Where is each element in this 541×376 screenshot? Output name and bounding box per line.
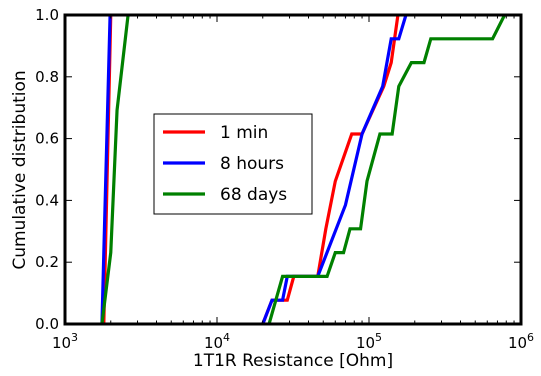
legend-label-1: 8 hours [220,154,284,174]
plot-area [100,15,507,324]
series-line-2 [100,15,507,324]
legend: 1 min 8 hours 68 days [153,113,313,215]
y-tick-label: 1.0 [35,6,59,24]
y-axis-label: Cumulative distribution [10,70,30,269]
y-tick-label: 0.6 [35,130,59,148]
x-tick-label: 104 [204,331,230,352]
legend-label-0: 1 min [220,123,268,143]
x-tick-label: 106 [508,331,534,352]
x-tick-label: 105 [356,331,382,352]
series-line-1 [100,15,408,324]
x-axis-label: 1T1R Resistance [Ohm] [193,351,393,371]
legend-label-2: 68 days [220,185,287,205]
plot-frame [63,13,523,326]
tick-group: 103 104 105 106 0.0 0.2 0.4 0.6 0.8 1.0 [35,6,534,352]
y-tick-label: 0.0 [35,315,59,333]
y-tick-label: 0.2 [35,253,59,271]
x-tick-label: 103 [52,331,78,352]
y-tick-label: 0.8 [35,68,59,86]
y-tick-label: 0.4 [35,191,59,209]
